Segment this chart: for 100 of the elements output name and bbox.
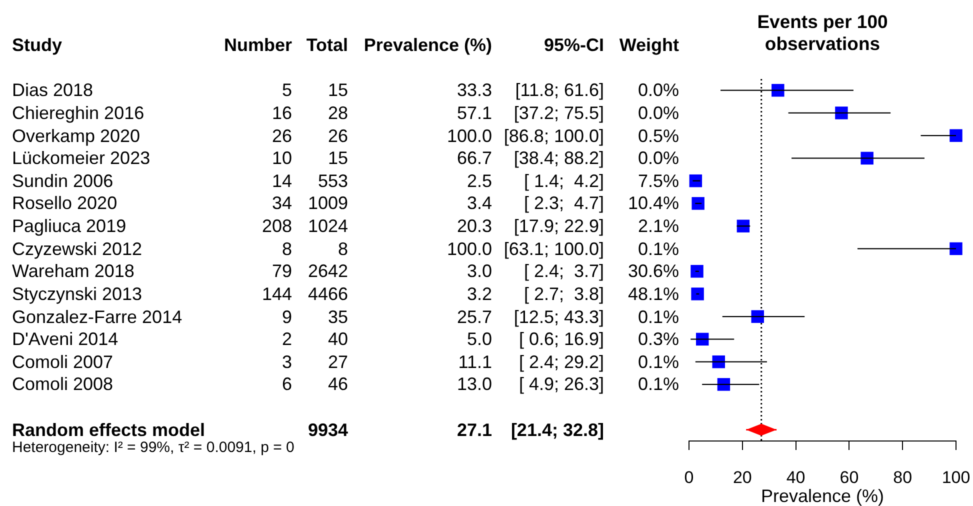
point (950, 129, 962, 142)
text: Overkamp 2020 (12, 126, 140, 146)
text: 30.6% (628, 261, 679, 282)
text: 20.3 (456, 216, 492, 236)
point (689, 174, 702, 188)
text: [ 4.9; 26.3] (518, 374, 604, 394)
text: 0.1% (638, 374, 679, 394)
text: 553 (318, 170, 348, 191)
category-label: 95%-CI (544, 35, 604, 55)
text: [21.4; 32.8] (510, 420, 604, 440)
text: Wareham 2018 (12, 261, 134, 282)
text: 0.5% (638, 126, 679, 146)
text: 8 (338, 238, 348, 259)
text: 10.4% (628, 193, 679, 214)
text: Dias 2018 (12, 80, 94, 100)
x-tick-label: 40 (786, 468, 806, 487)
text: 144 (262, 284, 292, 304)
text: Comoli 2008 (12, 374, 114, 394)
text: 5.0 (466, 329, 492, 350)
text: [17.9; 22.9] (514, 216, 604, 236)
category-label: Study (12, 35, 62, 55)
text: 0.0% (638, 80, 679, 100)
text: [ 2.7; 3.8] (524, 284, 604, 304)
text: 100.0 (446, 126, 492, 146)
category-label: Number (224, 35, 292, 55)
x-tick-label: 0 (684, 468, 694, 487)
text: 66.7 (456, 148, 492, 168)
point (690, 264, 704, 278)
text: [38.4; 88.2] (514, 148, 604, 168)
x-axis-title: Prevalence (%) (760, 486, 884, 506)
text: 26 (272, 126, 292, 146)
text: 7.5% (638, 170, 679, 191)
text: [86.8; 100.0] (504, 126, 604, 146)
x-tick-label: 60 (840, 468, 859, 487)
text: 34 (272, 193, 292, 214)
point (835, 106, 848, 120)
text: 15 (328, 148, 348, 168)
text: [11.8; 61.6] (515, 80, 604, 100)
text: 26 (328, 126, 348, 146)
text: 0.0% (638, 102, 679, 123)
text: 35 (328, 306, 348, 327)
text: [ 0.6; 16.9] (518, 329, 604, 350)
text: 3.4 (466, 193, 492, 214)
text: 16 (272, 102, 292, 123)
text: 79 (272, 261, 292, 282)
text: 2.1% (638, 216, 679, 236)
text: 3.0 (466, 261, 492, 282)
text: Rosello 2020 (12, 193, 118, 214)
point (691, 288, 704, 300)
text: 33.3 (456, 80, 492, 100)
text: 4466 (308, 284, 348, 304)
text: Sundin 2006 (12, 170, 114, 191)
text: 3 (282, 352, 292, 372)
text: 208 (262, 216, 292, 236)
text: 14 (272, 170, 292, 191)
text: 9934 (308, 420, 348, 440)
category-label: Weight (619, 35, 679, 55)
text: 0.1% (638, 306, 679, 327)
chart-title: Events per 100 observations (756, 11, 889, 55)
text: 0.1% (638, 352, 679, 372)
text: 6 (282, 374, 292, 394)
text: Pagliuca 2019 (12, 216, 126, 236)
text: [63.1; 100.0] (504, 238, 604, 259)
text: 2 (282, 329, 292, 350)
text: Czyzewski 2012 (12, 238, 142, 259)
text: 57.1 (456, 102, 492, 123)
point (717, 378, 730, 391)
text: 13.0 (456, 374, 492, 394)
point (751, 310, 764, 323)
text: D'Aveni 2014 (12, 329, 118, 350)
text: 2642 (308, 261, 348, 282)
text: 25.7 (456, 306, 492, 327)
text: Styczynski 2013 (12, 284, 142, 304)
text: [37.2; 75.5] (514, 102, 604, 123)
text: [ 2.4; 29.2] (518, 352, 604, 372)
text: 0.0% (638, 148, 679, 168)
text: Gonzalez-Farre 2014 (12, 306, 182, 327)
point (692, 197, 704, 210)
text: Chiereghin 2016 (12, 102, 144, 123)
text: [ 1.4; 4.2] (524, 170, 604, 191)
point (950, 242, 962, 256)
text: Comoli 2007 (12, 352, 114, 372)
text: 2.5 (466, 170, 492, 191)
category-label: Total (306, 35, 348, 55)
text: 3.2 (466, 284, 492, 304)
text: 15 (328, 80, 348, 100)
text: 0.1% (638, 238, 679, 259)
text: 28 (328, 102, 348, 123)
text: 46 (328, 374, 348, 394)
text: 27.1 (456, 420, 492, 440)
x-tick-label: 20 (732, 468, 752, 487)
text: 9 (282, 306, 292, 327)
category-label: Prevalence (%) (364, 35, 492, 55)
x-tick-label: 100 (942, 468, 970, 487)
text: [12.5; 43.3] (514, 306, 604, 327)
text: Lückomeier 2023 (12, 148, 150, 168)
text: 1024 (308, 216, 348, 236)
text: [ 2.3; 4.7] (524, 193, 604, 214)
text: 8 (282, 238, 292, 259)
x-tick-label: 80 (893, 468, 912, 487)
